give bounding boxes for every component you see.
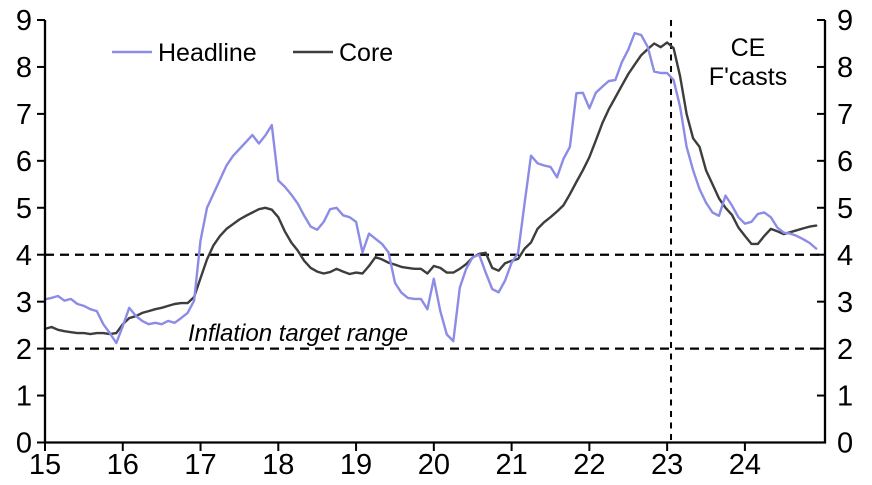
x-tick-label-16: 16 [107,449,139,481]
y-tick-label-right-5: 5 [837,193,853,225]
ce-forecasts-label-line2: F'casts [709,63,787,91]
y-tick-label-left-2: 2 [16,334,32,366]
reference-lines-group [45,20,825,443]
tick-labels-group: 0 01 12 23 34 45 56 67 78 89 915 16 17 18 19 20 21 22 23 24 [16,5,853,481]
y-tick-label-left-9: 9 [16,5,32,37]
headline-series-line [43,31,818,345]
y-tick-label-right-0: 0 [837,428,853,460]
x-tick-label-19: 19 [340,449,372,481]
y-tick-label-right-1: 1 [837,381,853,413]
y-tick-label-right-7: 7 [837,99,853,131]
x-tick-label-15: 15 [29,449,61,481]
legend: Headline Core [112,39,393,67]
inflation-target-range-label: Inflation target range [188,320,408,347]
y-tick-label-right-6: 6 [837,146,853,178]
y-tick-label-left-1: 1 [16,381,32,413]
y-tick-label-left-8: 8 [16,52,32,84]
y-tick-label-right-3: 3 [837,287,853,319]
y-tick-label-right-2: 2 [837,334,853,366]
core-series-line [43,41,818,336]
y-tick-label-left-6: 6 [16,146,32,178]
y-tick-label-left-4: 4 [16,240,32,272]
x-tick-label-21: 21 [495,449,527,481]
axes-group [43,20,827,444]
x-tick-label-23: 23 [651,449,683,481]
annotations-group: Inflation target range CE F'casts [188,34,787,347]
legend-core-label: Core [339,39,393,67]
y-tick-label-left-0: 0 [16,428,32,460]
series-lines-group [43,31,818,345]
ce-forecasts-label-line1: CE [731,34,766,62]
x-tick-label-17: 17 [184,449,216,481]
y-tick-label-right-4: 4 [837,240,853,272]
y-tick-label-left-5: 5 [16,193,32,225]
x-tick-label-22: 22 [573,449,605,481]
y-tick-label-right-8: 8 [837,52,853,84]
tick-marks-group [37,19,825,451]
legend-headline-label: Headline [158,39,257,67]
x-tick-label-24: 24 [729,449,761,481]
y-tick-label-left-7: 7 [16,99,32,131]
y-tick-label-right-9: 9 [837,5,853,37]
y-tick-label-left-3: 3 [16,287,32,319]
x-tick-label-18: 18 [262,449,294,481]
x-tick-label-20: 20 [418,449,450,481]
